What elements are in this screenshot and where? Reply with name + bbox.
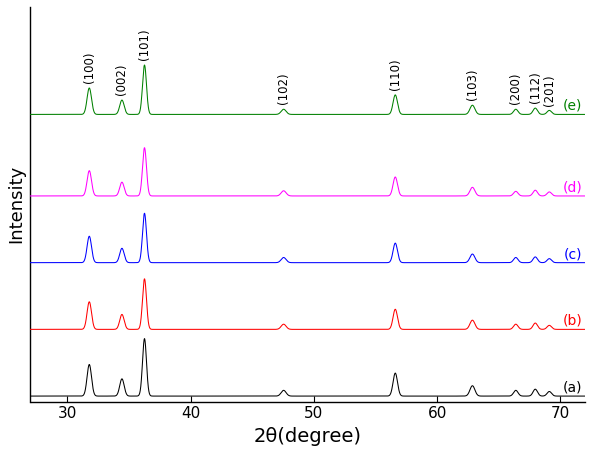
Text: (200): (200) bbox=[509, 73, 522, 105]
Text: (103): (103) bbox=[466, 69, 479, 101]
Text: (112): (112) bbox=[529, 72, 542, 103]
Y-axis label: Intensity: Intensity bbox=[7, 165, 25, 243]
Text: (a): (a) bbox=[563, 381, 583, 395]
Text: (110): (110) bbox=[389, 58, 402, 90]
X-axis label: 2θ(degree): 2θ(degree) bbox=[254, 427, 362, 446]
Text: (100): (100) bbox=[83, 52, 96, 83]
Text: (102): (102) bbox=[277, 73, 290, 105]
Text: (201): (201) bbox=[543, 74, 556, 106]
Text: (c): (c) bbox=[564, 247, 583, 261]
Text: (002): (002) bbox=[115, 64, 128, 95]
Text: (101): (101) bbox=[138, 29, 151, 60]
Text: (e): (e) bbox=[563, 99, 583, 113]
Text: (d): (d) bbox=[563, 180, 583, 194]
Text: (b): (b) bbox=[563, 314, 583, 328]
